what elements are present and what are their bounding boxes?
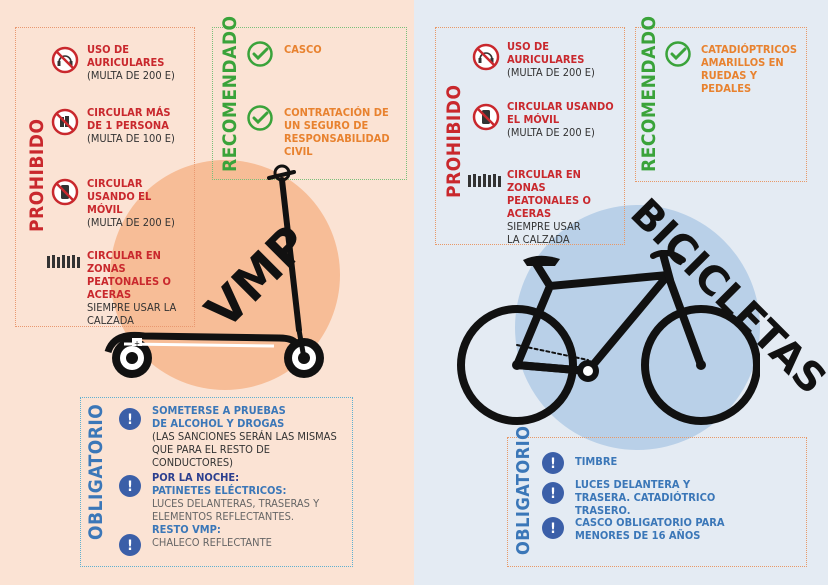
svg-text:!: ! xyxy=(127,412,133,428)
bici-obligatorio-label: OBLIGATORIO xyxy=(513,425,534,555)
scooter-icon: + xyxy=(104,164,324,378)
svg-text:!: ! xyxy=(550,521,556,537)
vmp-obligatorio-box xyxy=(80,397,353,567)
vmp-prohibido-item-3: CIRCULAR USANDO EL MÓVIL (MULTA DE 200 E… xyxy=(87,177,175,229)
svg-text:!: ! xyxy=(127,479,133,495)
pedestrians-icon xyxy=(468,174,501,187)
bici-obligatorio-item-1: TIMBRE xyxy=(575,455,618,468)
bicycle-icon xyxy=(457,250,760,425)
info-icon: ! xyxy=(119,408,141,430)
vmp-prohibido-item-1: USO DE AURICULARES (MULTA DE 200 E) xyxy=(87,43,175,82)
vmp-recomendado-item-1: CASCO xyxy=(284,43,322,56)
bici-prohibido-item-2: CIRCULAR USANDO EL MÓVIL (MULTA DE 200 E… xyxy=(507,100,614,139)
svg-text:+: + xyxy=(134,339,140,348)
info-icon: ! xyxy=(542,452,564,474)
vmp-prohibido-item-2: CIRCULAR MÁS DE 1 PERSONA (MULTA DE 100 … xyxy=(87,106,175,145)
vmp-prohibido-item-4: CIRCULAR EN ZONAS PEATONALES O ACERAS SI… xyxy=(87,249,177,327)
info-icon: ! xyxy=(119,534,141,556)
bici-obligatorio-box xyxy=(507,437,807,567)
vmp-prohibido-box xyxy=(15,27,195,327)
bici-obligatorio-item-3: CASCO OBLIGATORIO PARA MENORES DE 16 AÑO… xyxy=(575,516,725,542)
info-icon: ! xyxy=(119,475,141,497)
svg-text:!: ! xyxy=(550,486,556,502)
bici-obligatorio-item-2: LUCES DELANTERA Y TRASERA. CATADIÓTRICO … xyxy=(575,478,716,517)
vmp-obligatorio-item-2: POR LA NOCHE: PATINETES ELÉCTRICOS: LUCE… xyxy=(152,471,320,549)
check-icon xyxy=(247,105,273,131)
vmp-recomendado-box xyxy=(212,27,407,180)
bici-prohibido-box xyxy=(435,27,625,245)
bici-recomendado-label: RECOMENDADO xyxy=(638,15,660,172)
bici-prohibido-item-3: CIRCULAR EN ZONAS PEATONALES O ACERAS SI… xyxy=(507,168,591,246)
mobile-prohibited-icon xyxy=(472,103,500,131)
vmp-obligatorio-label: OBLIGATORIO xyxy=(85,403,107,540)
headphones-prohibited-icon xyxy=(472,43,500,71)
vmp-recomendado-item-2: CONTRATACIÓN DE UN SEGURO DE RESPONSABIL… xyxy=(284,106,390,158)
pedestrians-icon xyxy=(47,255,80,268)
bici-recomendado-box xyxy=(635,27,807,182)
mobile-prohibited-icon xyxy=(51,178,79,206)
check-icon xyxy=(247,41,273,67)
vmp-prohibido-label: PROHIBIDO xyxy=(26,118,48,232)
bici-prohibido-item-1: USO DE AURICULARES (MULTA DE 200 E) xyxy=(507,40,595,79)
bici-recomendado-item-1: CATADIÓPTRICOS AMARILLOS EN RUEDAS Y PED… xyxy=(701,43,798,95)
two-persons-prohibited-icon xyxy=(51,108,79,136)
info-icon: ! xyxy=(542,482,564,504)
bici-prohibido-label: PROHIBIDO xyxy=(443,84,465,198)
vmp-obligatorio-item-1: SOMETERSE A PRUEBAS DE ALCOHOL Y DROGAS … xyxy=(152,404,337,469)
svg-text:!: ! xyxy=(127,538,133,554)
check-icon xyxy=(665,41,691,67)
headphones-prohibited-icon xyxy=(51,46,79,74)
vmp-recomendado-label: RECOMENDADO xyxy=(219,15,241,172)
svg-text:!: ! xyxy=(550,456,556,472)
info-icon: ! xyxy=(542,517,564,539)
